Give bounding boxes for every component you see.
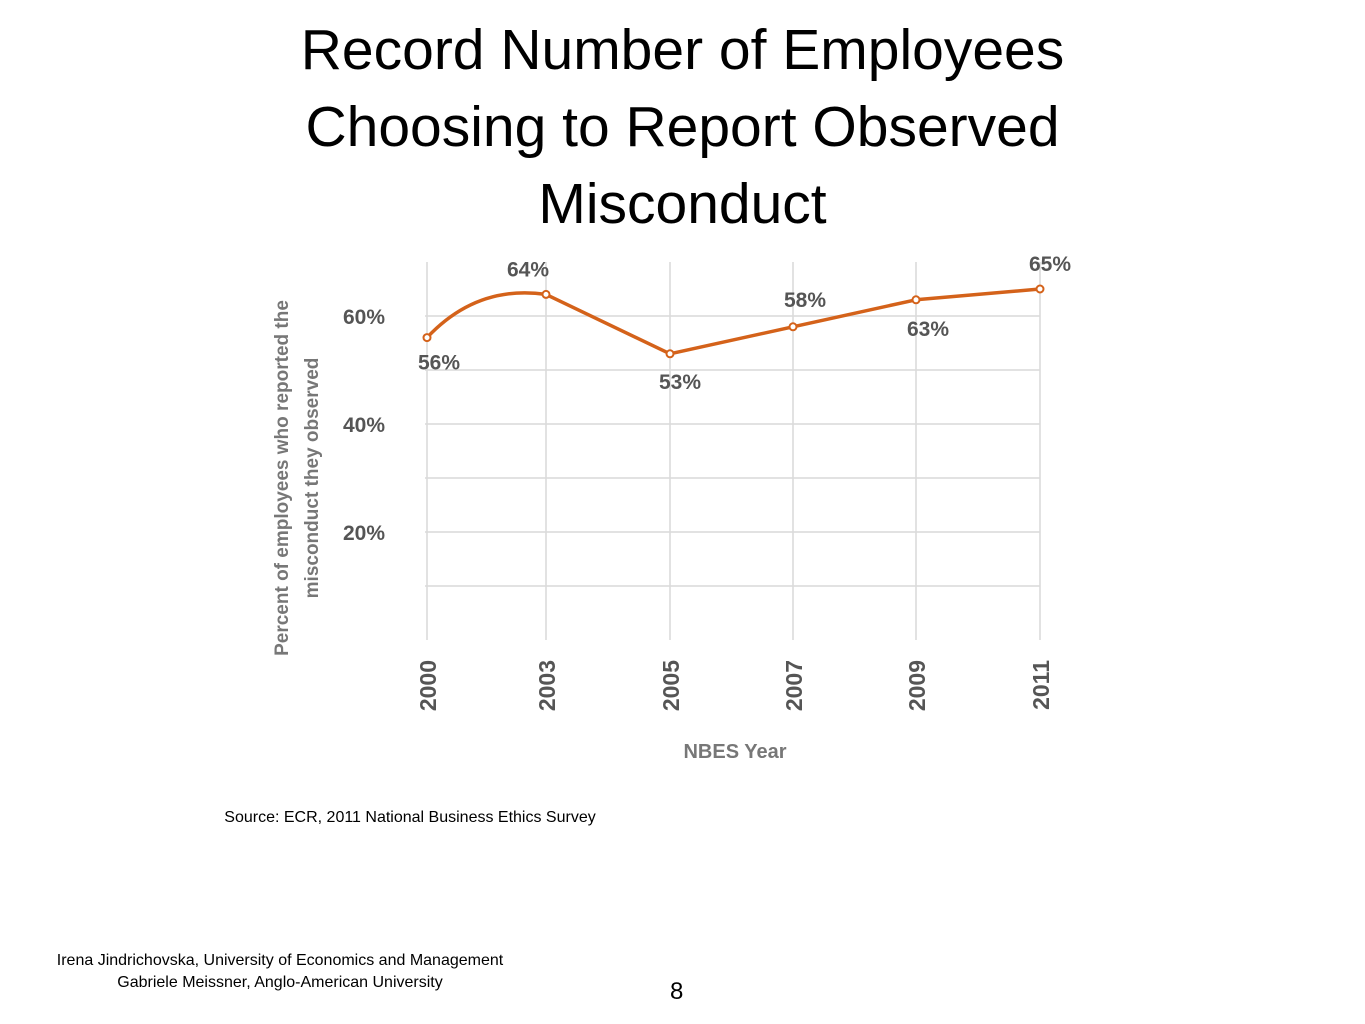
source-note: Source: ECR, 2011 National Business Ethi… — [224, 809, 596, 826]
data-label: 65% — [1029, 253, 1071, 276]
author-credits: Irena Jindrichovska, University of Econo… — [10, 950, 550, 994]
title-line-1: Record Number of Employees — [300, 18, 1065, 82]
x-tick-label: 2000 — [415, 660, 441, 711]
data-label: 56% — [418, 352, 460, 375]
x-tick-label: 2003 — [534, 660, 560, 711]
data-label: 58% — [784, 289, 826, 312]
x-tick-label: 2005 — [658, 660, 684, 711]
x-tick-label: 2007 — [781, 660, 807, 711]
page-number: 8 — [670, 978, 684, 1005]
data-point — [665, 349, 675, 359]
x-tick-label: 2009 — [904, 660, 930, 711]
data-point — [541, 289, 551, 299]
data-label: 64% — [507, 258, 549, 281]
y-tick-label: 40% — [343, 414, 385, 437]
y-tick-label: 20% — [343, 522, 385, 545]
y-axis-label: Percent of employees who reported the — [272, 300, 293, 656]
y-tick-label: 60% — [343, 306, 385, 329]
data-point — [1035, 284, 1045, 294]
data-point — [911, 295, 921, 305]
title-line-3: Misconduct — [538, 172, 827, 236]
credit-line-2: Gabriele Meissner, Anglo-American Univer… — [117, 974, 443, 991]
x-tick-label: 2011 — [1028, 660, 1054, 710]
data-label: 63% — [907, 318, 949, 341]
data-point — [422, 333, 432, 343]
slide-title: Record Number of Employees Choosing to R… — [150, 12, 1215, 243]
data-point — [788, 322, 798, 332]
x-axis-label: NBES Year — [683, 741, 786, 763]
title-line-2: Choosing to Report Observed — [305, 95, 1060, 159]
data-label: 53% — [659, 371, 701, 394]
credit-line-1: Irena Jindrichovska, University of Econo… — [56, 952, 504, 969]
y-axis-label: misconduct they observed — [302, 358, 323, 599]
